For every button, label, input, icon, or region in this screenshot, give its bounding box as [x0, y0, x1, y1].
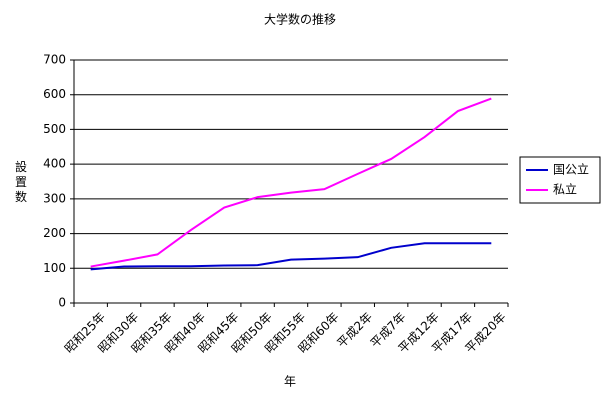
series-line [90, 242, 492, 271]
series-line [90, 97, 492, 268]
y-tick-label: 700 [43, 53, 66, 67]
y-tick-label: 0 [58, 296, 66, 310]
chart-title: 大学数の推移 [264, 12, 336, 27]
legend-box [519, 156, 601, 204]
y-tick-label: 500 [43, 122, 66, 136]
legend-label: 私立 [553, 182, 577, 197]
legend-label: 国公立 [553, 162, 589, 177]
y-axis-label: 設置数 [14, 159, 28, 205]
y-tick-label: 300 [43, 191, 66, 205]
y-tick-label: 200 [43, 226, 66, 240]
x-tick-label: 平成2年 [334, 310, 375, 351]
y-tick-label: 100 [43, 261, 66, 275]
y-tick-label: 400 [43, 157, 66, 171]
x-axis-label: 年 [284, 375, 296, 389]
y-tick-label: 600 [43, 87, 66, 101]
